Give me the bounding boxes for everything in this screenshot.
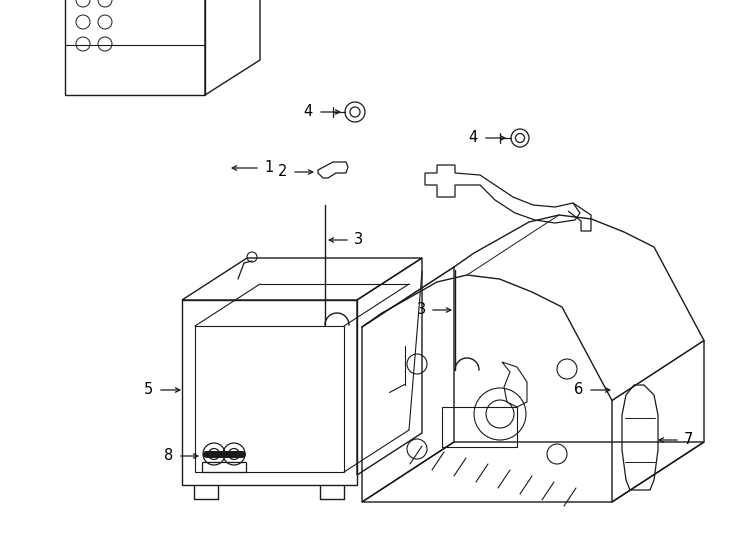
Text: 4: 4 xyxy=(469,131,478,145)
Text: 4: 4 xyxy=(304,105,313,119)
Text: 2: 2 xyxy=(277,165,287,179)
Text: 3: 3 xyxy=(417,302,426,318)
Text: 8: 8 xyxy=(164,449,173,463)
Text: 3: 3 xyxy=(354,233,363,247)
Text: 1: 1 xyxy=(264,160,273,176)
Text: 6: 6 xyxy=(574,382,583,397)
Text: 7: 7 xyxy=(684,433,694,448)
Text: 5: 5 xyxy=(144,382,153,397)
